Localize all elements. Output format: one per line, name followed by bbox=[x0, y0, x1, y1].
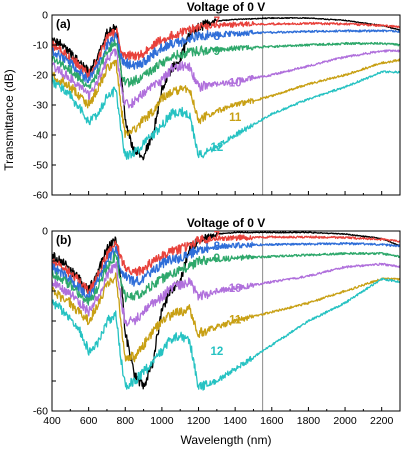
series-line-7 bbox=[52, 70, 400, 160]
x-tick-label: 1600 bbox=[260, 415, 284, 427]
series-line-4 bbox=[52, 251, 400, 306]
plot-area-1 bbox=[52, 231, 400, 391]
x-axis-title: Wavelength (nm) bbox=[181, 433, 272, 447]
series-line-3 bbox=[52, 29, 400, 84]
series-label-8: 8 bbox=[214, 31, 221, 43]
x-tick-label: 600 bbox=[80, 415, 98, 427]
x-tick-label: 1000 bbox=[150, 415, 174, 427]
series-line-2 bbox=[52, 234, 400, 295]
series-line-2 bbox=[52, 21, 400, 79]
y-tick-label: 0 bbox=[42, 226, 48, 238]
series-line-5 bbox=[52, 261, 400, 327]
plot-area-0 bbox=[52, 16, 400, 161]
y-tick-label: -60 bbox=[33, 406, 48, 418]
series-label-10: 10 bbox=[229, 283, 242, 295]
panel-letter: (b) bbox=[56, 233, 71, 247]
y-tick-label: -50 bbox=[33, 160, 48, 172]
x-tick-label: 1400 bbox=[223, 415, 247, 427]
series-label-8: 8 bbox=[214, 241, 221, 253]
series-label-12: 12 bbox=[210, 346, 223, 358]
x-tick-label: 2000 bbox=[333, 415, 357, 427]
x-tick-label: 800 bbox=[116, 415, 134, 427]
y-tick-label: -30 bbox=[33, 100, 48, 112]
series-label-10: 10 bbox=[229, 78, 242, 90]
series-label-7: 7 bbox=[214, 231, 220, 243]
series-label-9: 9 bbox=[214, 253, 220, 265]
x-tick-label: 1800 bbox=[297, 415, 321, 427]
y-tick-label: -10 bbox=[33, 40, 48, 52]
series-line-3 bbox=[52, 241, 400, 300]
x-tick-label: 2200 bbox=[370, 415, 394, 427]
x-tick-label: 400 bbox=[43, 415, 61, 427]
series-line-4 bbox=[52, 39, 400, 90]
y-tick-label: 0 bbox=[42, 10, 48, 22]
series-label-11: 11 bbox=[229, 315, 242, 327]
panel-title: Voltage of 0 V bbox=[187, 0, 265, 14]
series-line-1 bbox=[52, 16, 400, 161]
y-tick-label: -60 bbox=[33, 190, 48, 202]
series-label-12: 12 bbox=[210, 142, 223, 154]
y-axis-title: Transmittance (dB) bbox=[2, 69, 16, 171]
x-tick-label: 1200 bbox=[187, 415, 211, 427]
series-line-5 bbox=[52, 48, 400, 109]
y-tick-label: -20 bbox=[33, 70, 48, 82]
series-line-6 bbox=[52, 272, 400, 363]
series-label-7: 7 bbox=[214, 16, 220, 28]
panel-title: Voltage of 0 V bbox=[187, 216, 265, 230]
panel-letter: (a) bbox=[56, 17, 71, 31]
y-tick-label: -40 bbox=[33, 130, 48, 142]
series-line-6 bbox=[52, 58, 400, 138]
series-line-1 bbox=[52, 231, 400, 390]
series-label-11: 11 bbox=[229, 112, 242, 124]
series-line-7 bbox=[52, 277, 400, 391]
series-label-9: 9 bbox=[214, 46, 220, 58]
